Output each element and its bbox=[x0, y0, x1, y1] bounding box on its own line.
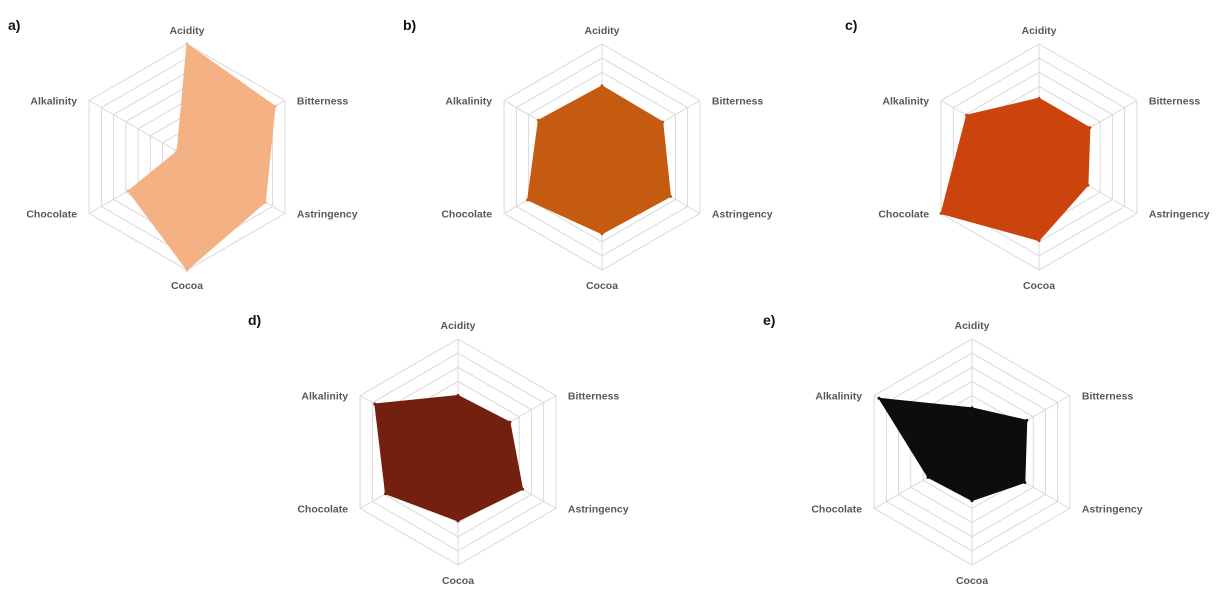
data-point-bitterness bbox=[273, 104, 277, 108]
axis-label-alkalinity: Alkalinity bbox=[815, 391, 862, 403]
axis-label-cocoa: Cocoa bbox=[1023, 280, 1055, 292]
data-point-astringency bbox=[1086, 183, 1090, 187]
axis-label-bitterness: Bitterness bbox=[712, 96, 764, 108]
axis-label-bitterness: Bitterness bbox=[568, 391, 620, 403]
axis-label-bitterness: Bitterness bbox=[1149, 96, 1201, 108]
panel-label-c: c) bbox=[845, 17, 857, 33]
data-point-bitterness bbox=[1088, 126, 1092, 130]
axis-label-acidity: Acidity bbox=[440, 320, 475, 332]
axis-label-astringency: Astringency bbox=[1082, 504, 1143, 516]
data-point-chocolate bbox=[126, 189, 130, 193]
axis-label-acidity: Acidity bbox=[1021, 25, 1056, 37]
data-point-alkalinity bbox=[877, 396, 881, 400]
data-point-acidity bbox=[185, 42, 189, 46]
data-point-cocoa bbox=[600, 232, 604, 236]
panel-label-a: a) bbox=[8, 17, 20, 33]
panel-label-e: e) bbox=[763, 312, 775, 328]
data-point-alkalinity bbox=[965, 113, 969, 117]
axis-label-astringency: Astringency bbox=[712, 209, 773, 221]
panel-label-d: d) bbox=[248, 312, 261, 328]
axis-label-alkalinity: Alkalinity bbox=[445, 96, 492, 108]
axis-label-chocolate: Chocolate bbox=[441, 209, 492, 221]
axis-label-chocolate: Chocolate bbox=[26, 209, 77, 221]
data-point-acidity bbox=[456, 394, 460, 397]
data-point-astringency bbox=[263, 200, 267, 204]
axis-label-alkalinity: Alkalinity bbox=[301, 391, 348, 403]
data-point-acidity bbox=[1037, 96, 1041, 100]
spoke-alkalinity bbox=[88, 100, 188, 158]
data-point-chocolate bbox=[526, 198, 530, 202]
axis-label-astringency: Astringency bbox=[568, 504, 629, 516]
data-point-chocolate bbox=[939, 212, 943, 215]
axis-label-astringency: Astringency bbox=[297, 209, 358, 221]
radar-panel-e: e) Acidity Bitterness Astringency Cocoa Choco… bbox=[763, 312, 1143, 587]
data-point-astringency bbox=[669, 195, 672, 198]
axis-label-chocolate: Chocolate bbox=[811, 504, 862, 516]
radar-panel-b: b) Acidity Bitterness Astringency Cocoa Choco… bbox=[403, 17, 773, 292]
axis-label-bitterness: Bitterness bbox=[1082, 391, 1134, 403]
axis-label-chocolate: Chocolate bbox=[297, 504, 348, 516]
data-point-bitterness bbox=[1025, 418, 1029, 422]
axis-label-cocoa: Cocoa bbox=[956, 575, 988, 587]
data-point-bitterness bbox=[508, 420, 512, 424]
axis-label-alkalinity: Alkalinity bbox=[30, 96, 77, 108]
data-area-e bbox=[878, 397, 1028, 502]
data-point-cocoa bbox=[456, 519, 460, 523]
axis-label-cocoa: Cocoa bbox=[442, 575, 474, 587]
data-point-alkalinity bbox=[373, 402, 377, 406]
data-area-c bbox=[940, 97, 1091, 242]
data-point-chocolate bbox=[384, 492, 388, 496]
data-point-chocolate bbox=[926, 475, 930, 479]
data-point-acidity bbox=[600, 84, 604, 88]
data-point-alkalinity bbox=[175, 149, 179, 153]
radar-panel-a: a) Acidity Bitterness Astringency Cocoa Choco… bbox=[8, 17, 358, 292]
radar-panel-d: d) Acidity Bitterness Astringency Cocoa Choco… bbox=[248, 312, 629, 587]
panel-label-b: b) bbox=[403, 17, 416, 33]
axis-label-astringency: Astringency bbox=[1149, 209, 1210, 221]
data-point-bitterness bbox=[661, 120, 665, 124]
data-point-astringency bbox=[521, 487, 525, 491]
data-point-cocoa bbox=[185, 268, 189, 272]
axis-label-bitterness: Bitterness bbox=[297, 96, 349, 108]
data-point-astringency bbox=[1023, 481, 1027, 484]
data-point-acidity bbox=[970, 406, 974, 410]
axis-label-alkalinity: Alkalinity bbox=[882, 96, 929, 108]
axis-label-acidity: Acidity bbox=[169, 25, 204, 37]
axis-label-cocoa: Cocoa bbox=[586, 280, 618, 292]
axis-label-cocoa: Cocoa bbox=[171, 280, 203, 292]
data-point-alkalinity bbox=[536, 118, 540, 122]
axis-label-acidity: Acidity bbox=[954, 320, 989, 332]
data-point-cocoa bbox=[970, 499, 974, 503]
radar-panel-c: c) Acidity Bitterness Astringency Cocoa Choco… bbox=[845, 17, 1210, 292]
axis-label-acidity: Acidity bbox=[584, 25, 619, 37]
data-point-cocoa bbox=[1037, 239, 1041, 243]
axis-label-chocolate: Chocolate bbox=[878, 209, 929, 221]
